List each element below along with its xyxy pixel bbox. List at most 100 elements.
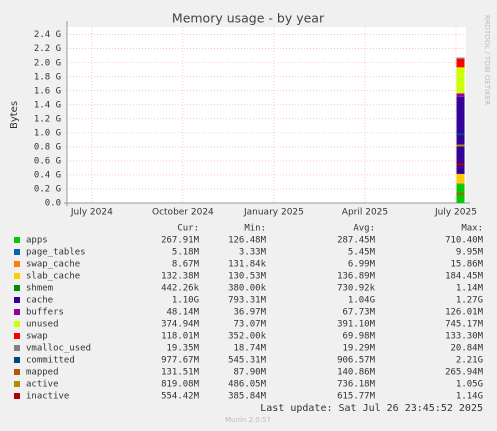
area-segment (456, 57, 465, 59)
legend-max: 265.94M (445, 368, 484, 378)
legend-max: 2.21G (456, 356, 483, 366)
x-tick-label: July 2024 (70, 208, 113, 218)
legend-swatch (14, 393, 20, 399)
legend-max: 9.95M (456, 248, 484, 258)
legend-label: page_tables (26, 248, 86, 258)
plot-area (67, 27, 466, 203)
legend-max: 126.01M (445, 308, 484, 318)
x-tick-label: July 2025 (434, 208, 477, 218)
legend-min: 36.97M (233, 308, 266, 318)
legend-min: 545.31M (228, 356, 267, 366)
y-tick-label: 0.0 (45, 199, 61, 209)
legend-header: Max: (461, 224, 483, 234)
legend-label: committed (26, 356, 75, 366)
y-tick-label: 2.0 G (34, 58, 61, 68)
legend-avg: 391.10M (337, 320, 376, 330)
x-tick-label: April 2025 (342, 208, 388, 218)
area-segment (456, 173, 465, 184)
legend-min: 87.90M (233, 368, 266, 378)
legend-swatch (14, 381, 20, 387)
area-segment (456, 58, 465, 68)
footer: Last update: Sat Jul 26 23:45:52 2025 (260, 403, 483, 414)
legend-min: 385.84M (228, 392, 267, 402)
legend-avg: 140.86M (337, 368, 376, 378)
legend-header: Min: (244, 224, 266, 234)
legend-avg: 19.29M (342, 344, 375, 354)
legend-cur: 442.26k (161, 284, 200, 294)
legend-max: 15.86M (450, 260, 483, 270)
legend-cur: 131.51M (161, 368, 200, 378)
legend-label: mapped (26, 368, 59, 378)
y-tick-label: 1.6 G (34, 86, 61, 96)
y-tick-label: 1.2 G (34, 114, 61, 124)
legend-label: apps (26, 236, 48, 246)
legend-min: 352.00k (228, 332, 267, 342)
legend-swatch (14, 261, 20, 267)
legend-min: 130.53M (228, 272, 267, 282)
legend-cur: 118.01M (161, 332, 200, 342)
y-tick-label: 0.4 G (34, 170, 61, 180)
y-tick-label: 0.8 G (34, 142, 61, 152)
legend-max: 184.45M (445, 272, 484, 282)
chart-title: Memory usage - by year (172, 11, 325, 26)
legend-label: slab_cache (26, 272, 80, 282)
legend-cur: 19.35M (166, 344, 199, 354)
area-segment (456, 93, 465, 97)
legend-avg: 730.92k (337, 284, 376, 294)
legend-avg: 287.45M (337, 236, 376, 246)
legend-min: 18.74M (233, 344, 266, 354)
legend-swatch (14, 369, 20, 375)
legend-label: shmem (26, 284, 53, 294)
x-tick-label: October 2024 (152, 208, 214, 218)
legend-cur: 1.10G (172, 296, 199, 306)
legend-label: unused (26, 320, 59, 330)
legend-max: 1.14M (456, 284, 484, 294)
legend-max: 133.30M (445, 332, 484, 342)
legend-min: 486.05M (228, 380, 267, 390)
legend-label: cache (26, 296, 53, 306)
legend-cur: 5.18M (172, 248, 200, 258)
legend-max: 1.14G (456, 392, 483, 402)
y-tick-label: 0.6 G (34, 156, 61, 166)
legend-cur: 554.42M (161, 392, 200, 402)
area-segment (456, 183, 465, 184)
legend-swatch (14, 273, 20, 279)
legend-min: 131.84k (228, 260, 267, 270)
legend-cur: 977.67M (161, 356, 200, 366)
version: Munin 2.0.57 (225, 416, 271, 424)
legend-min: 380.00k (228, 284, 267, 294)
legend-avg: 6.99M (348, 260, 376, 270)
legend-cur: 819.08M (161, 380, 200, 390)
legend-avg: 1.04G (348, 296, 375, 306)
y-tick-label: 2.4 G (34, 30, 61, 40)
legend-min: 73.07M (233, 320, 266, 330)
legend-avg: 906.57M (337, 356, 376, 366)
legend-max: 1.05G (456, 380, 483, 390)
legend-swatch (14, 321, 20, 327)
legend-max: 20.84M (450, 344, 483, 354)
legend-avg: 736.18M (337, 380, 376, 390)
y-tick-label: 1.4 G (34, 100, 61, 110)
legend-swatch (14, 357, 20, 363)
legend-label: swap (26, 332, 48, 342)
area-segment (456, 67, 465, 94)
y-tick-label: 1.8 G (34, 72, 61, 82)
legend-cur: 267.91M (161, 236, 200, 246)
legend-avg: 615.77M (337, 392, 376, 402)
legend-label: buffers (26, 308, 64, 318)
legend-swatch (14, 237, 20, 243)
legend-avg: 136.89M (337, 272, 376, 282)
legend-swatch (14, 249, 20, 255)
legend-max: 710.40M (445, 236, 484, 246)
legend-label: swap_cache (26, 260, 80, 270)
legend-swatch (14, 285, 20, 291)
legend-avg: 5.45M (348, 248, 376, 258)
legend-min: 3.33M (239, 248, 267, 258)
legend-label: vmalloc_used (26, 344, 91, 354)
legend-label: inactive (26, 392, 69, 402)
legend-cur: 132.38M (161, 272, 200, 282)
legend-swatch (14, 345, 20, 351)
legend-max: 1.27G (456, 296, 483, 306)
legend-swatch (14, 309, 20, 315)
